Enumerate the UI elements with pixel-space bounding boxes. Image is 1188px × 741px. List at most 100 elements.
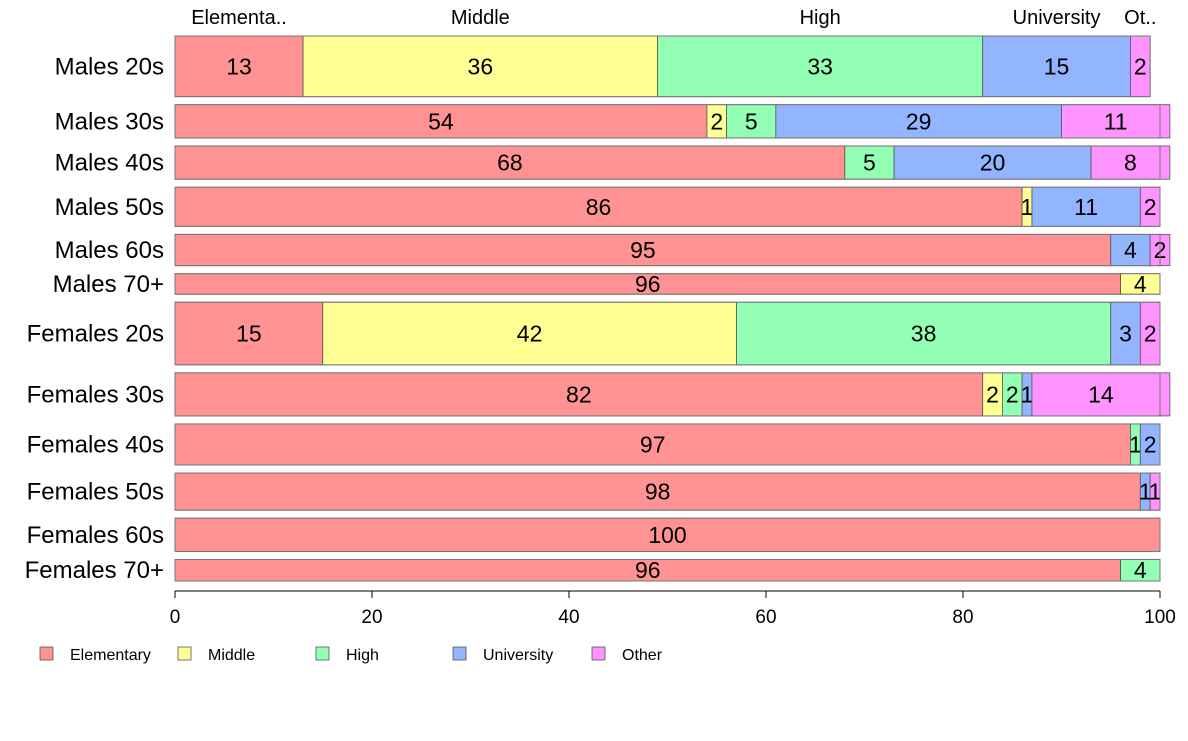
legend-label-other: Other <box>622 647 663 664</box>
row-label-females-40s: Females 40s <box>27 431 164 458</box>
data-label-females-20s-middle: 42 <box>517 321 543 347</box>
data-label-males-40s-elementary: 68 <box>497 150 523 176</box>
data-label-females-30s-university: 1 <box>1021 381 1034 407</box>
legend-label-university: University <box>483 647 553 664</box>
bar-segment-males-50s-university <box>1031 186 1141 227</box>
bar-segment-males-30s-elementary <box>174 104 708 139</box>
x-tick-label-80: 80 <box>952 607 973 628</box>
data-label-males-30s-middle: 2 <box>710 108 723 134</box>
row-label-females-20s: Females 20s <box>27 321 164 348</box>
row-frame-males-20s <box>174 35 1151 98</box>
bar-segment-females-30s-other <box>1031 372 1171 417</box>
bar-segment-females-20s-middle <box>322 301 737 366</box>
bar-segment-males-20s-university <box>982 35 1131 98</box>
row-frame-males-40s <box>174 145 1161 180</box>
row-label-females-30s: Females 30s <box>27 381 164 408</box>
data-label-males-20s-university: 15 <box>1044 53 1070 79</box>
bar-segment-males-50s-elementary <box>174 186 1023 227</box>
bar-segment-males-60s-university <box>1110 233 1151 267</box>
row-label-females-50s: Females 50s <box>27 479 164 506</box>
data-label-males-60s-university: 4 <box>1124 237 1137 263</box>
row-label-females-70plus: Females 70+ <box>25 557 164 584</box>
bar-segment-females-20s-high <box>736 301 1112 366</box>
data-label-males-20s-elementary: 13 <box>226 53 252 79</box>
top-label-university: University <box>1013 7 1101 29</box>
data-label-males-70plus-middle: 4 <box>1134 271 1147 297</box>
data-label-males-30s-university: 29 <box>906 108 932 134</box>
top-label-high: High <box>800 7 841 29</box>
data-label-males-40s-high: 5 <box>863 150 876 176</box>
data-label-females-60s-elementary: 100 <box>648 522 686 548</box>
data-label-males-40s-other: 8 <box>1124 150 1137 176</box>
bar-segment-males-40s-high <box>844 145 895 180</box>
data-label-females-50s-university: 1 <box>1139 479 1152 505</box>
data-label-females-70plus-high: 4 <box>1134 557 1147 583</box>
row-label-males-50s: Males 50s <box>55 194 164 221</box>
legend-swatch-university <box>452 646 467 661</box>
x-tick-label-20: 20 <box>361 607 382 628</box>
row-label-males-30s: Males 30s <box>55 108 164 135</box>
data-label-males-20s-high: 33 <box>807 53 833 79</box>
data-label-males-60s-elementary: 95 <box>630 237 656 263</box>
data-label-females-30s-middle: 2 <box>986 381 999 407</box>
legend-label-high: High <box>346 647 379 664</box>
data-label-females-30s-other: 14 <box>1088 381 1114 407</box>
data-label-females-50s-elementary: 98 <box>645 479 671 505</box>
legend-swatch-elementary <box>39 646 54 661</box>
row-frame-males-30s <box>174 104 1161 139</box>
bar-segment-males-30s-other <box>1061 104 1171 139</box>
legend-swatch-middle <box>177 646 192 661</box>
data-label-males-30s-high: 5 <box>745 108 758 134</box>
row-label-males-60s: Males 60s <box>55 237 164 264</box>
row-frame-females-60s <box>174 517 1161 552</box>
data-label-males-50s-university: 11 <box>1074 194 1098 220</box>
data-label-males-50s-other: 2 <box>1144 194 1157 220</box>
top-label-elementary: Elementa.. <box>191 7 287 29</box>
bar-segment-males-30s-university <box>775 104 1062 139</box>
data-label-females-50s-other: 1 <box>1149 479 1162 505</box>
row-frame-females-40s <box>174 423 1161 466</box>
data-label-females-20s-university: 3 <box>1119 321 1132 347</box>
data-label-males-50s-middle: 1 <box>1021 194 1034 220</box>
data-label-males-30s-other: 11 <box>1104 108 1128 134</box>
bar-segment-females-20s-university <box>1110 301 1141 366</box>
x-tick-label-100: 100 <box>1144 607 1176 628</box>
bar-segment-males-20s-middle <box>302 35 659 98</box>
legend-label-elementary: Elementary <box>70 647 151 664</box>
data-label-females-40s-elementary: 97 <box>640 431 666 457</box>
x-tick-label-60: 60 <box>755 607 776 628</box>
row-frame-females-20s <box>174 301 1161 366</box>
data-label-females-20s-elementary: 15 <box>236 321 262 347</box>
row-frame-females-50s <box>174 472 1161 511</box>
legend-swatch-high <box>315 646 330 661</box>
data-label-males-20s-middle: 36 <box>468 53 494 79</box>
data-label-males-30s-elementary: 54 <box>428 108 454 134</box>
data-label-females-20s-other: 2 <box>1144 321 1157 347</box>
x-tick-label-0: 0 <box>170 607 181 628</box>
row-label-females-60s: Females 60s <box>27 522 164 549</box>
data-label-males-20s-other: 2 <box>1134 53 1147 79</box>
legend-swatch-other <box>591 646 606 661</box>
row-frame-males-60s <box>174 233 1161 267</box>
data-label-females-70plus-elementary: 96 <box>635 557 661 583</box>
bar-segment-males-20s-elementary <box>174 35 304 98</box>
top-label-other: Ot.. <box>1124 7 1156 29</box>
data-label-females-40s-university: 2 <box>1144 431 1157 457</box>
data-label-males-70plus-elementary: 96 <box>635 271 661 297</box>
data-label-females-20s-high: 38 <box>911 321 937 347</box>
row-frame-males-50s <box>174 186 1161 227</box>
data-label-females-30s-elementary: 82 <box>566 381 592 407</box>
top-label-middle: Middle <box>451 7 510 29</box>
data-label-males-50s-elementary: 86 <box>586 194 612 220</box>
legend-label-middle: Middle <box>208 647 255 664</box>
x-tick-label-40: 40 <box>558 607 579 628</box>
row-frame-females-30s <box>174 372 1161 417</box>
bar-segment-females-50s-elementary <box>174 472 1141 511</box>
data-label-females-40s-high: 1 <box>1129 431 1142 457</box>
row-frame-females-70plus <box>174 558 1161 582</box>
data-label-males-40s-university: 20 <box>980 150 1006 176</box>
bar-segment-males-60s-elementary <box>174 233 1112 267</box>
row-label-males-20s: Males 20s <box>55 53 164 80</box>
